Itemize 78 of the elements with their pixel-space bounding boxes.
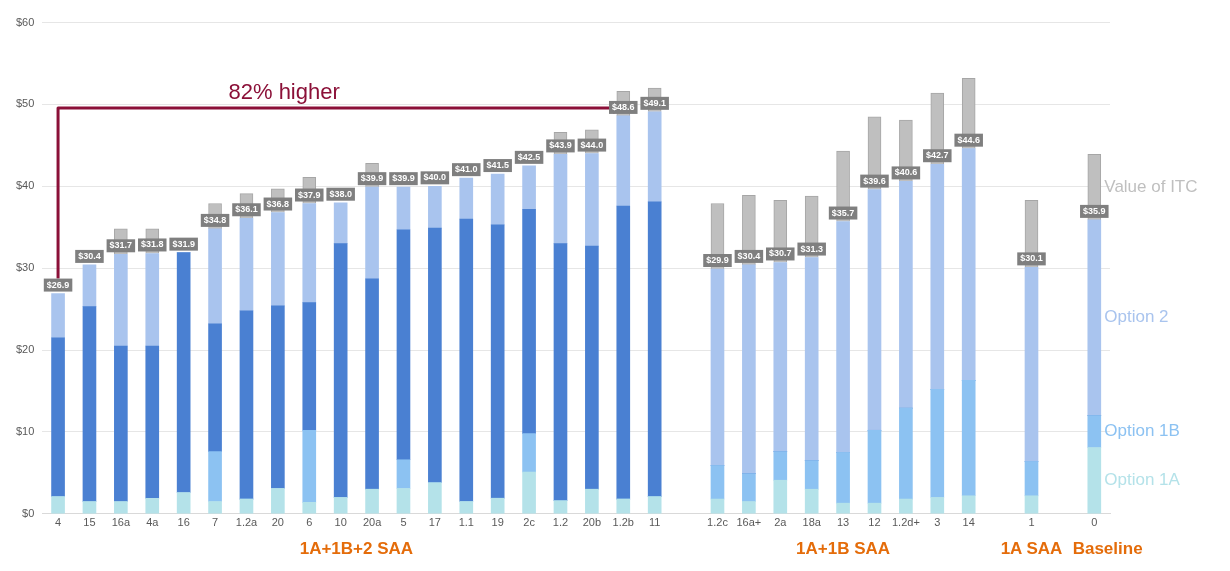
annotation: $31.9 [172, 238, 195, 249]
x-tick-label: 7 [212, 516, 219, 529]
annotation: $43.9 [549, 140, 572, 151]
annotation: $39.9 [360, 173, 384, 184]
annotation: $42.5 [517, 151, 541, 162]
annotation: $30.4 [78, 250, 101, 261]
x-tick-label: 16 [177, 516, 190, 529]
annotation: $41.5 [486, 160, 509, 171]
x-tick-label: 12 [868, 516, 881, 529]
x-tick-label: 10 [334, 516, 347, 529]
x-tick-label: 1.2a [235, 516, 259, 529]
y-tick-label: $50 [15, 97, 35, 110]
annotation: $37.9 [298, 189, 321, 200]
x-tick-label: 1.2c [707, 516, 729, 529]
x-tick-label: 17 [428, 516, 441, 529]
annotation: $44.6 [957, 134, 980, 145]
annotation: $36.1 [235, 204, 258, 215]
x-tick-label: 20 [271, 516, 284, 529]
annotation: $44.0 [580, 139, 604, 150]
x-tick-label: 1.1 [458, 516, 474, 529]
series-label: Value of ITC [1104, 176, 1198, 196]
y-tick-label: $60 [15, 15, 35, 28]
x-tick-label: 1.2b [612, 516, 634, 529]
annotation: $30.7 [769, 248, 792, 259]
x-tick-label: 11 [648, 516, 661, 529]
annotation: $40.0 [423, 172, 447, 183]
annotation: $26.9 [46, 279, 70, 290]
annotation: $35.7 [831, 207, 855, 218]
x-tick-label: 1.2 [552, 516, 569, 529]
series-label: Option 2 [1104, 307, 1169, 327]
series-label: Option 1A [1104, 470, 1181, 490]
y-tick-label: $30 [15, 261, 35, 274]
x-tick-label: 16a [111, 516, 131, 529]
x-tick-label: 16a+ [736, 516, 762, 529]
annotation: $39.6 [863, 175, 886, 186]
annotation: $48.6 [612, 101, 635, 112]
series-label: Option 1B [1104, 421, 1180, 441]
x-tick-label: 0 [1091, 516, 1098, 529]
y-tick-label: $10 [15, 424, 35, 437]
annotation: $39.9 [392, 173, 415, 184]
x-tick-label: 14 [962, 516, 975, 529]
annotation: $34.8 [203, 214, 227, 225]
annotation: $30.1 [1020, 253, 1043, 264]
annotation: $35.9 [1083, 205, 1106, 216]
y-tick-label: $0 [22, 506, 35, 519]
x-tick-label: 19 [491, 516, 504, 529]
x-tick-label: 13 [836, 516, 850, 529]
annotation: $31.3 [800, 243, 823, 254]
x-tick-label: 2a [774, 516, 788, 529]
annotation: $36.8 [266, 198, 290, 209]
x-tick-label: 15 [83, 516, 96, 529]
x-tick-label: 18a [802, 516, 822, 529]
y-tick-label: $20 [15, 343, 35, 356]
x-tick-label: 2c [523, 516, 536, 529]
annotation: $30.4 [737, 250, 761, 261]
annotation: $49.1 [643, 97, 666, 108]
x-tick-label: 20b [582, 516, 602, 529]
annotation: $42.7 [926, 150, 949, 161]
y-tick-label: $40 [15, 179, 35, 192]
x-tick-label: 1.2d+ [891, 516, 920, 529]
text: Baseline [1072, 538, 1143, 558]
text: 1A+1B+2 SAA [299, 538, 414, 558]
annotation: $31.7 [109, 240, 133, 251]
annotation: $31.8 [140, 239, 164, 250]
x-tick-label: 3 [934, 516, 941, 529]
annotation: $29.9 [706, 255, 729, 265]
annotation: $38.0 [329, 188, 352, 199]
x-tick-label: 6 [306, 516, 313, 529]
x-tick-label: 4a [146, 516, 160, 529]
annotation: 82% higher [228, 78, 340, 104]
x-tick-label: 5 [400, 516, 407, 529]
text: 1A SAA [1000, 538, 1063, 558]
annotation: $41.0 [455, 164, 478, 175]
annotation: $40.6 [894, 167, 918, 178]
x-tick-label: 4 [54, 516, 62, 529]
x-tick-label: 20a [362, 516, 383, 529]
x-tick-label: 1 [1028, 516, 1035, 529]
text: 1A+1B SAA [796, 538, 891, 558]
